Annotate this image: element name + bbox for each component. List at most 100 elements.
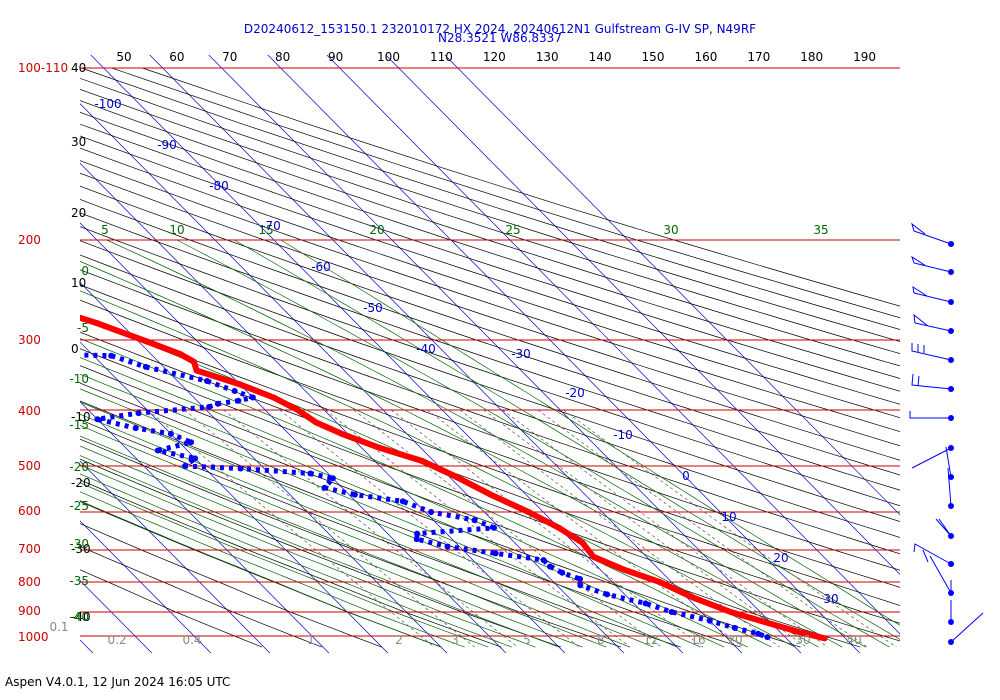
temperature-point bbox=[93, 320, 100, 326]
temperature-point bbox=[177, 351, 184, 358]
dry-adiabat-line bbox=[80, 240, 900, 522]
mixing-ratio-line bbox=[325, 409, 631, 648]
dry-adiabat-line bbox=[80, 569, 263, 648]
isotherm-line bbox=[80, 281, 448, 653]
temperature-point bbox=[579, 539, 586, 546]
mixing-ratio-label: 20 bbox=[727, 633, 742, 647]
altitude-tick-label: -30 bbox=[71, 542, 91, 556]
dewpoint-point bbox=[351, 491, 358, 498]
moist-adiabat-line bbox=[176, 239, 890, 648]
dry-adiabat-line bbox=[81, 67, 900, 330]
pressure-tick-label: 1000 bbox=[18, 630, 49, 644]
isotherm-line bbox=[80, 520, 212, 653]
temperature-series bbox=[11, 287, 828, 642]
dewpoint-point bbox=[235, 397, 242, 404]
moist-adiabat-line bbox=[280, 239, 900, 626]
theta-tick-label: 170 bbox=[747, 50, 770, 64]
mixing-ratio-label: 0.4 bbox=[182, 633, 201, 647]
dewpoint-point bbox=[577, 582, 584, 589]
dewpoint-point bbox=[492, 550, 499, 557]
moist-tick-label: 0 bbox=[81, 264, 89, 278]
moist-tick-label: -5 bbox=[77, 321, 89, 335]
dewpoint-point bbox=[559, 569, 566, 576]
moist-adiabat-line bbox=[80, 473, 512, 648]
dry-adiabat-line bbox=[80, 284, 900, 571]
dry-adiabat-line bbox=[80, 123, 900, 392]
theta-e-tick-label: 20 bbox=[369, 223, 384, 237]
theta-e-tick-label: 15 bbox=[258, 223, 273, 237]
wind-barb bbox=[913, 543, 952, 565]
temperature-point bbox=[451, 472, 458, 479]
isotherm-label: -80 bbox=[209, 179, 229, 193]
isotherm-line bbox=[444, 55, 900, 516]
temperature-point bbox=[236, 381, 243, 388]
isotherm-label: -60 bbox=[311, 260, 331, 274]
wind-barb bbox=[935, 518, 952, 537]
wind-barb bbox=[911, 343, 952, 361]
isotherm-line bbox=[90, 55, 684, 653]
theta-e-tick-label: 10 bbox=[169, 223, 184, 237]
dewpoint-point bbox=[154, 447, 161, 454]
dewpoint-point bbox=[329, 475, 336, 482]
isotherm-line bbox=[326, 55, 900, 635]
moist-adiabat-line bbox=[80, 500, 442, 648]
temperature-point bbox=[294, 407, 301, 413]
dry-adiabat-line bbox=[80, 269, 900, 555]
dewpoint-point bbox=[237, 465, 244, 472]
isotherm-label: -10 bbox=[613, 428, 633, 442]
mixing-ratio-line bbox=[483, 409, 807, 648]
isotherm-line bbox=[0, 0, 80, 700]
dry-adiabat-line bbox=[80, 212, 900, 491]
wind-barb bbox=[950, 612, 984, 643]
altitude-tick-label: 30 bbox=[71, 135, 86, 149]
temperature-point bbox=[339, 430, 345, 437]
temperature-point bbox=[312, 419, 319, 426]
mixing-ratio-line bbox=[537, 409, 868, 648]
temperature-point bbox=[11, 287, 17, 293]
isotherm-label: -40 bbox=[416, 342, 436, 356]
dewpoint-point bbox=[132, 425, 139, 432]
altitude-tick-label: 20 bbox=[71, 206, 86, 220]
dry-adiabat-line bbox=[80, 479, 502, 648]
dry-adiabat-line bbox=[80, 147, 900, 419]
isotherm-line bbox=[80, 162, 566, 653]
temperature-point bbox=[376, 444, 383, 451]
theta-tick-label: 70 bbox=[222, 50, 237, 64]
moist-adiabat-line bbox=[234, 239, 900, 640]
altitude-tick-label: 0 bbox=[71, 342, 79, 356]
mixing-ratio-label: 5 bbox=[523, 633, 531, 647]
moist-adiabat-line bbox=[80, 357, 748, 648]
mixing-ratio-label: 8 bbox=[597, 633, 605, 647]
isotherm-label: -90 bbox=[157, 138, 177, 152]
moist-adiabat-line bbox=[80, 491, 465, 648]
dry-adiabat-line bbox=[80, 331, 900, 624]
temperature-point bbox=[418, 457, 425, 464]
temperature-point bbox=[190, 358, 197, 365]
isotherm-label: -50 bbox=[363, 301, 383, 315]
theta-tick-label: 60 bbox=[169, 50, 184, 64]
dewpoint-point bbox=[444, 543, 451, 550]
altitude-tick-label: -20 bbox=[71, 476, 91, 490]
wind-barb bbox=[911, 255, 952, 273]
mixing-ratio-label: 30 bbox=[795, 633, 810, 647]
dewpoint-point bbox=[413, 536, 420, 543]
dewpoint-point bbox=[755, 630, 762, 637]
dry-adiabat-line bbox=[80, 419, 681, 648]
altitude-tick-label: -40 bbox=[71, 610, 91, 624]
moist-tick-label: -25 bbox=[69, 499, 89, 513]
moist-tick-label: -30 bbox=[69, 537, 89, 551]
wind-barb bbox=[913, 313, 952, 332]
wind-barb bbox=[929, 555, 952, 594]
temperature-point bbox=[556, 524, 562, 531]
moist-adiabat-line bbox=[80, 373, 725, 648]
dry-adiabat-line bbox=[142, 67, 900, 307]
isotherm-label: 10 bbox=[721, 510, 736, 524]
dry-adiabat-line bbox=[80, 135, 900, 405]
dry-adiabat-line bbox=[80, 88, 900, 354]
theta-tick-label: 180 bbox=[800, 50, 823, 64]
isotherm-label: 30 bbox=[823, 592, 838, 606]
dewpoint-point bbox=[706, 617, 713, 624]
dry-adiabat-line bbox=[80, 458, 562, 648]
theta-tick-label: 190 bbox=[853, 50, 876, 64]
temperature-point bbox=[487, 491, 494, 498]
